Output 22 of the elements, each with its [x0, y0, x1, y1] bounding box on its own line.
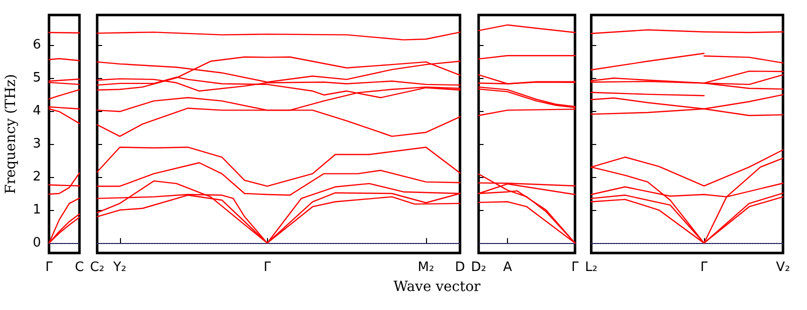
x-tick-label: D [454, 260, 466, 275]
x-tick-label: Γ [45, 260, 54, 275]
x-tick-label: D₂ [470, 260, 486, 275]
y-axis-title: Frequency (THz) [3, 74, 19, 194]
x-tick-label: Γ [700, 260, 708, 275]
y-tick-label: 4 [32, 103, 41, 118]
x-tick-label: A [503, 260, 512, 275]
y-tick-label: 3 [32, 136, 41, 152]
x-tick-label: Γ [571, 260, 580, 275]
y-tick-label: 6 [32, 37, 41, 52]
x-tick-label: M₂ [418, 260, 434, 275]
y-tick-label: 2 [32, 169, 41, 184]
x-tick-label: C [74, 260, 84, 275]
x-tick-label: L₂ [584, 260, 598, 275]
x-tick-label: V₂ [776, 260, 790, 275]
y-tick-label: 0 [32, 236, 41, 251]
x-axis-title: Wave vector [394, 278, 480, 296]
y-tick-label: 1 [32, 202, 41, 218]
x-tick-label: Y₂ [112, 260, 126, 275]
x-tick-label: Γ [264, 260, 272, 275]
y-tick-label: 5 [32, 70, 41, 86]
x-tick-label: C₂ [90, 260, 104, 275]
